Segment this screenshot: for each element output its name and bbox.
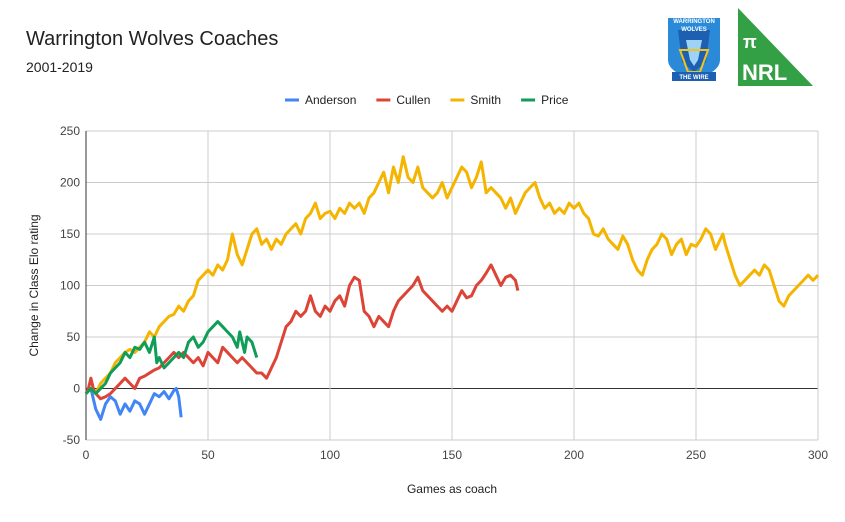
x-tick-label: 50 [201,448,215,462]
chart-title: Warrington Wolves Coaches [26,28,279,50]
y-tick-label: 100 [60,279,80,293]
series-line-anderson [84,387,183,421]
chart-subtitle: 2001-2019 [26,59,93,75]
y-tick-label: 50 [67,330,81,344]
y-tick-label: 200 [60,176,80,190]
series-line-cullen [84,263,520,401]
x-tick-label: 100 [320,448,340,462]
legend-label-price: Price [541,93,569,107]
x-tick-label: 150 [442,448,462,462]
y-tick-label: 250 [60,124,80,138]
legend-label-cullen: Cullen [396,93,430,107]
legend-label-anderson: Anderson [305,93,356,107]
x-axis-label: Games as coach [407,482,497,496]
x-tick-label: 0 [83,448,90,462]
x-tick-label: 300 [808,448,828,462]
legend-label-smith: Smith [470,93,501,107]
y-tick-label: -50 [63,433,81,447]
x-tick-label: 200 [564,448,584,462]
y-tick-label: 0 [73,382,80,396]
y-axis-label: Change in Class Elo rating [27,214,41,356]
y-tick-label: 150 [60,227,80,241]
x-tick-label: 250 [686,448,706,462]
series-line-price [84,320,259,396]
series-line-smith [84,155,820,396]
